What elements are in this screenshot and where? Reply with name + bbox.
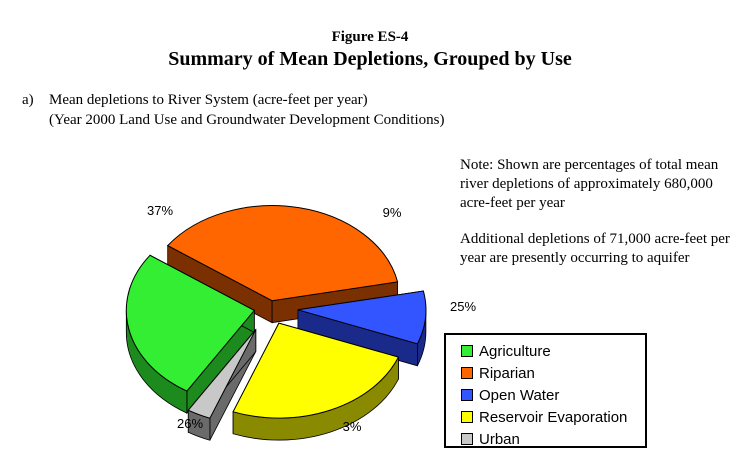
pie-label-urban: 3% (343, 419, 362, 434)
subtitle-line-1: Mean depletions to River System (acre-fe… (49, 92, 368, 108)
note-1: Note: Shown are percentages of total mea… (460, 157, 719, 211)
legend-label-urban: Urban (479, 430, 520, 448)
legend-label-reservoir-evaporation: Reservoir Evaporation (479, 408, 628, 426)
pie-slice-urban (187, 328, 257, 441)
figure-number: Figure ES-4 (331, 29, 409, 45)
pie-slice-reservoir-evaporation (232, 322, 400, 441)
legend-label-agriculture: Agriculture (479, 342, 551, 360)
legend-item-open-water: Open Water (461, 385, 559, 405)
subtitle-line-2: (Year 2000 Land Use and Groundwater Deve… (49, 112, 445, 128)
figure-title: Summary of Mean Depletions, Grouped by U… (168, 48, 572, 70)
pie-label-agriculture: 26% (177, 416, 203, 431)
legend-item-reservoir-evaporation: Reservoir Evaporation (461, 407, 627, 427)
legend-swatch-riparian (461, 367, 473, 379)
legend-item-agriculture: Agriculture (461, 341, 551, 361)
chart-legend: Agriculture Riparian Open Water Reservoir E… (444, 333, 647, 448)
legend-swatch-open-water (461, 389, 473, 401)
pie-label-reservoir-evaporation: 25% (450, 299, 476, 314)
pie-label-open-water: 9% (383, 205, 402, 220)
chart-notes: Note: Shown are percentages of total mea… (460, 156, 745, 285)
legend-label-open-water: Open Water (479, 386, 560, 404)
pie-slice-top-urban (187, 329, 257, 419)
legend-swatch-agriculture (461, 345, 473, 357)
pie-slice-agriculture (125, 254, 256, 415)
legend-item-urban: Urban (461, 429, 520, 449)
legend-item-riparian: Riparian (461, 363, 535, 383)
pie-slice-top-riparian (166, 205, 399, 302)
legend-swatch-reservoir-evaporation (461, 411, 473, 423)
pie-label-riparian: 37% (147, 203, 173, 218)
legend-label-riparian: Riparian (479, 364, 535, 382)
subtitle-label: a) (22, 92, 34, 108)
legend-swatch-urban (461, 433, 473, 445)
pie-slice-open-water (297, 290, 427, 367)
note-2: Additional depletions of 71,000 acre-fee… (460, 231, 730, 266)
chart-subtitle: a) Mean depletions to River System (acre-… (22, 90, 444, 130)
pie-slice-top-reservoir-evaporation (232, 322, 400, 419)
pie-slice-top-open-water (297, 290, 427, 345)
pie-slice-top-agriculture (125, 254, 256, 392)
